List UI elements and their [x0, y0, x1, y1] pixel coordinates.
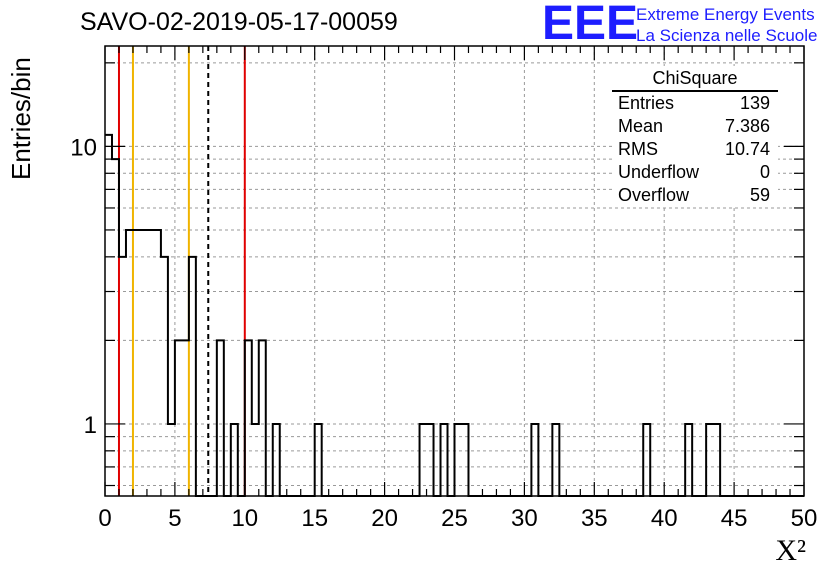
x-tick-label: 35 [581, 505, 608, 532]
stats-label: Overflow [618, 185, 690, 205]
x-tick-label: 0 [98, 505, 111, 532]
stats-label: Underflow [618, 162, 700, 182]
stats-row: RMS 10.74 [612, 138, 778, 161]
stats-value: 0 [759, 162, 770, 182]
stats-row: Mean 7.386 [612, 115, 778, 138]
stats-label: Mean [618, 116, 664, 136]
x-tick-label: 45 [721, 505, 748, 532]
x-tick-label: 30 [511, 505, 538, 532]
x-tick-label: 25 [441, 505, 468, 532]
y-tick-label: 1 [84, 412, 97, 439]
stats-row: Entries 139 [612, 92, 778, 115]
x-tick-label: 40 [651, 505, 678, 532]
x-tick-label: 20 [371, 505, 398, 532]
stats-divider [612, 90, 778, 92]
run-title: SAVO-02-2019-05-17-00059 [80, 8, 398, 36]
axis-tick-labels: 0 5 10 15 20 25 30 35 40 45 50 1 10 [70, 134, 817, 532]
x-tick-label: 50 [791, 505, 818, 532]
stats-row: Underflow 0 [612, 161, 778, 184]
stats-label: Entries [618, 93, 675, 113]
stats-box: ChiSquare Entries 139 Mean 7.386 RMS 10.… [612, 66, 778, 207]
stats-value: 10.74 [724, 139, 770, 159]
reference-lines [117, 46, 246, 496]
logo-line-1: Extreme Energy Events [636, 5, 815, 24]
y-axis-label: Entries/bin [6, 57, 36, 180]
stats-title: ChiSquare [652, 68, 738, 88]
y-tick-label: 10 [70, 134, 97, 161]
logo-line-2: La Scienza nelle Scuole [636, 26, 818, 45]
x-tick-label: 10 [231, 505, 258, 532]
x-tick-label: 5 [168, 505, 181, 532]
eee-logo-mark: EEE [542, 0, 639, 50]
stats-value: 59 [749, 185, 770, 205]
stats-value: 7.386 [724, 116, 770, 136]
stats-row: Overflow 59 [612, 184, 778, 207]
stats-value: 139 [739, 93, 770, 113]
x-axis-label: X² [775, 534, 806, 567]
axis-ticks [104, 46, 805, 496]
x-tick-label: 15 [301, 505, 328, 532]
stats-label: RMS [618, 139, 658, 159]
